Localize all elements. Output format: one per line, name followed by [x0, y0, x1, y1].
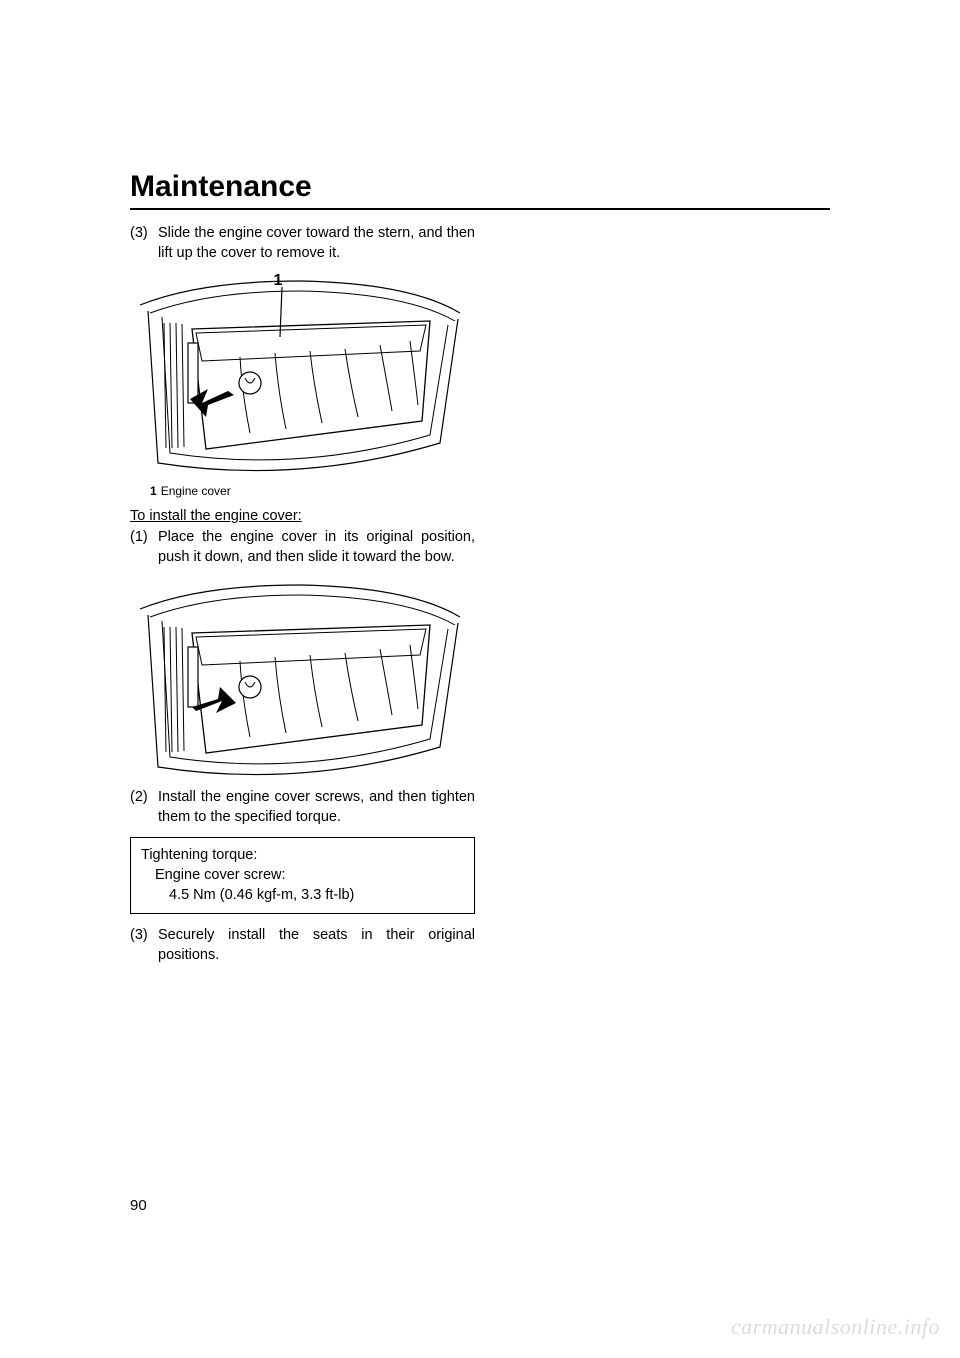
figure-engine-cover-remove: 1: [130, 273, 470, 478]
figure-engine-cover-install: [130, 577, 470, 782]
page-number: 90: [130, 1197, 147, 1214]
spec-item: Engine cover screw:: [141, 866, 464, 886]
install-step-1: (1) Place the engine cover in its origin…: [130, 528, 475, 567]
install-step-2: (2) Install the engine cover screws, and…: [130, 788, 475, 827]
step-number: (2): [130, 788, 158, 827]
step-number: (1): [130, 528, 158, 567]
caption-text: Engine cover: [161, 484, 231, 498]
callout-1-number: 1: [274, 273, 283, 289]
content-column: (3) Slide the engine cover toward the st…: [130, 224, 475, 965]
install-step-3: (3) Securely install the seats in their …: [130, 926, 475, 965]
torque-spec-box: Tightening torque: Engine cover screw: 4…: [130, 837, 475, 914]
step-text: Place the engine cover in its original p…: [158, 528, 475, 567]
remove-step-3: (3) Slide the engine cover toward the st…: [130, 224, 475, 263]
caption-number: 1: [150, 484, 157, 498]
section-title: Maintenance: [130, 170, 830, 210]
step-number: (3): [130, 926, 158, 965]
step-text: Securely install the seats in their orig…: [158, 926, 475, 965]
watermark: carmanualsonline.info: [731, 1314, 940, 1340]
install-heading: To install the engine cover:: [130, 508, 475, 524]
step-text: Slide the engine cover toward the stern,…: [158, 224, 475, 263]
step-number: (3): [130, 224, 158, 263]
step-text: Install the engine cover screws, and the…: [158, 788, 475, 827]
spec-label: Tightening torque:: [141, 846, 464, 866]
spec-value: 4.5 Nm (0.46 kgf-m, 3.3 ft-lb): [141, 886, 464, 906]
figure-1-caption: 1 Engine cover: [150, 484, 475, 498]
